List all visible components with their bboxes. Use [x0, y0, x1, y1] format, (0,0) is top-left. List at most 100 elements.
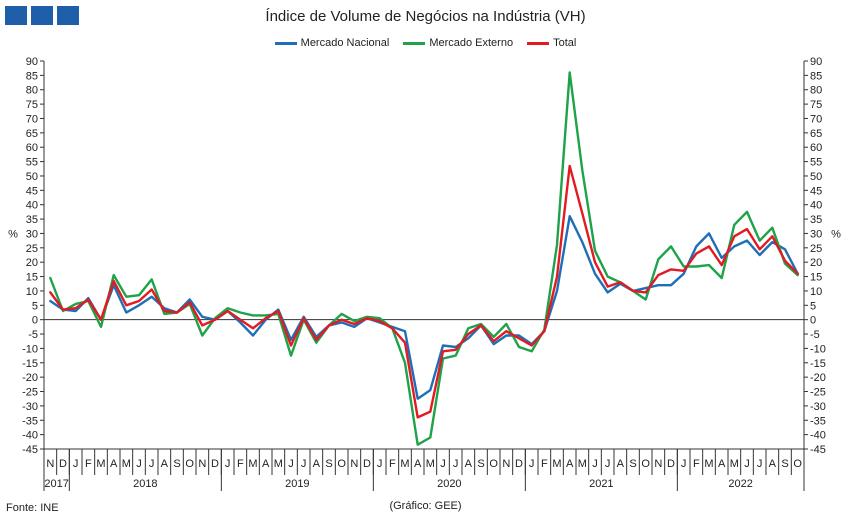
y-tick-label-right: -35 [810, 415, 826, 427]
logo-block-3 [57, 6, 79, 25]
y-tick-label-right: 35 [810, 214, 822, 226]
y-tick-label-right: -5 [810, 329, 820, 341]
legend-label-mercado-externo: Mercado Externo [429, 37, 514, 49]
y-tick-label-left: -35 [22, 415, 38, 427]
logo-block-2 [31, 6, 53, 25]
y-tick-label-left: 55 [26, 157, 38, 169]
series-line-total [49, 164, 799, 419]
y-tick-label-right: 45 [810, 185, 822, 197]
source-note: Fonte: INE [6, 502, 59, 514]
x-tick-label-month: O [185, 458, 194, 470]
y-tick-label-right: 80 [810, 85, 822, 97]
x-tick-label-month: J [136, 458, 142, 470]
y-tick-label-right: 60 [810, 142, 822, 154]
series-line-mercado-externo [49, 71, 799, 446]
y-tick-label-left: 30 [26, 228, 38, 240]
y-tick-label-right: 55 [810, 157, 822, 169]
x-tick-label-month: J [453, 458, 459, 470]
legend-swatch-mercado-nacional [274, 41, 297, 45]
x-tick-label-month: N [654, 458, 662, 470]
x-tick-label-month: A [161, 458, 169, 470]
x-tick-label-year: 2020 [437, 478, 461, 490]
y-tick-label-right: 40 [810, 200, 822, 212]
logo-block-1 [5, 6, 27, 25]
y-tick-label-right: -10 [810, 343, 826, 355]
y-tick-label-left: 20 [26, 257, 38, 269]
x-tick-label-month: J [225, 458, 231, 470]
x-tick-label-month: S [325, 458, 332, 470]
logo [5, 6, 79, 25]
y-tick-label-left: -20 [22, 372, 38, 384]
chart-legend: Mercado Nacional Mercado Externo Total [0, 37, 851, 49]
x-tick-label-month: A [769, 458, 777, 470]
x-tick-label-month: M [274, 458, 283, 470]
x-tick-label-month: M [730, 458, 739, 470]
x-tick-label-month: O [337, 458, 346, 470]
x-tick-label-month: O [641, 458, 650, 470]
x-tick-label-month: F [85, 458, 92, 470]
x-tick-label-month: A [110, 458, 118, 470]
x-tick-label-month: A [414, 458, 422, 470]
y-tick-label-right: 25 [810, 243, 822, 255]
y-tick-label-left: 35 [26, 214, 38, 226]
x-tick-label-month: A [262, 458, 270, 470]
x-tick-label-month: M [96, 458, 105, 470]
y-tick-label-right: -15 [810, 358, 826, 370]
y-tick-label-right: 90 [810, 56, 822, 68]
legend-swatch-total [527, 41, 550, 45]
y-tick-label-left: -30 [22, 401, 38, 413]
y-tick-label-left: 10 [26, 286, 38, 298]
y-tick-label-right: 65 [810, 128, 822, 140]
x-tick-label-month: J [377, 458, 383, 470]
y-tick-label-right: 70 [810, 113, 822, 125]
y-tick-label-right: 75 [810, 99, 822, 111]
legend-swatch-mercado-externo [403, 41, 426, 45]
legend-item-mercado-externo: Mercado Externo [403, 37, 513, 49]
x-tick-label-month: M [400, 458, 409, 470]
y-axis-unit-left: % [8, 228, 18, 240]
x-tick-label-month: A [718, 458, 726, 470]
y-tick-label-right: 0 [810, 315, 816, 327]
x-tick-label-month: A [566, 458, 574, 470]
y-tick-label-left: 75 [26, 99, 38, 111]
x-tick-label-month: J [605, 458, 611, 470]
y-tick-label-right: -45 [810, 444, 826, 456]
y-tick-label-left: 90 [26, 56, 38, 68]
y-tick-label-left: 5 [32, 300, 38, 312]
x-tick-label-month: M [426, 458, 435, 470]
x-tick-label-month: S [477, 458, 484, 470]
x-tick-label-month: D [211, 458, 219, 470]
y-axis-unit-right: % [831, 228, 841, 240]
y-tick-label-right: 5 [810, 300, 816, 312]
y-tick-label-left: 60 [26, 142, 38, 154]
x-tick-label-month: D [515, 458, 523, 470]
x-tick-label-year: 2021 [589, 478, 613, 490]
x-tick-label-month: J [744, 458, 750, 470]
y-tick-label-left: 65 [26, 128, 38, 140]
x-tick-label-year: 2022 [728, 478, 752, 490]
x-tick-label-month: J [73, 458, 79, 470]
x-tick-label-year: 2017 [44, 478, 68, 490]
x-tick-label-month: F [389, 458, 396, 470]
x-tick-label-month: F [541, 458, 548, 470]
x-tick-label-month: J [757, 458, 763, 470]
x-tick-label-month: D [363, 458, 371, 470]
x-tick-label-month: M [248, 458, 257, 470]
y-tick-label-left: -40 [22, 430, 38, 442]
x-tick-label-month: J [529, 458, 535, 470]
x-tick-label-month: S [173, 458, 180, 470]
y-tick-label-right: 15 [810, 272, 822, 284]
x-tick-label-month: N [502, 458, 510, 470]
x-tick-label-year: 2018 [133, 478, 157, 490]
legend-item-mercado-nacional: Mercado Nacional [274, 37, 389, 49]
x-tick-label-month: A [617, 458, 625, 470]
y-tick-label-right: 50 [810, 171, 822, 183]
y-tick-label-left: 0 [32, 315, 38, 327]
x-tick-label-month: D [667, 458, 675, 470]
chart-title: Índice de Volume de Negócios na Indústri… [265, 8, 586, 25]
y-tick-label-right: 30 [810, 228, 822, 240]
x-tick-label-month: N [46, 458, 54, 470]
x-tick-label-month: J [592, 458, 598, 470]
x-tick-label-month: J [681, 458, 687, 470]
